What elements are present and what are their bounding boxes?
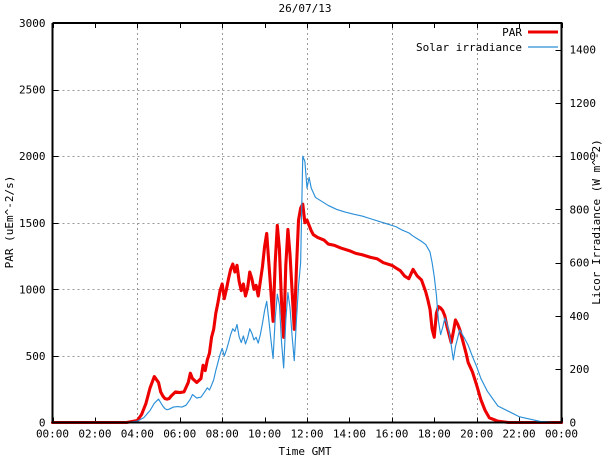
x-tick-label: 10:00 <box>248 428 281 441</box>
y-tick-label: 0 <box>39 417 46 430</box>
x-tick-label: 06:00 <box>163 428 196 441</box>
y-tick-label: 500 <box>26 350 46 363</box>
y2-tick-label: 800 <box>570 203 590 216</box>
y2-tick-label: 1400 <box>570 44 597 57</box>
data-series-group <box>50 155 564 425</box>
x-gridlines <box>137 23 478 423</box>
x-tick-label: 18:00 <box>418 428 451 441</box>
x-axis-ticks <box>52 23 564 423</box>
y2-tick-label: 1000 <box>570 150 597 163</box>
x-axis-title: Time GMT <box>279 445 332 458</box>
y-tick-label: 2000 <box>19 150 46 163</box>
legend-label-1: Solar irradiance <box>416 41 522 54</box>
x-tick-label: 20:00 <box>460 428 493 441</box>
y-tick-label: 1500 <box>19 217 46 230</box>
chart-title: 26/07/13 <box>279 2 332 15</box>
x-tick-label: 00:00 <box>36 428 69 441</box>
y-axis-tick-labels: 0 500 1000 1500 2000 2500 3000 <box>19 17 46 430</box>
x-tick-label: 08:00 <box>206 428 239 441</box>
y2-tick-label: 0 <box>570 417 577 430</box>
x-tick-label: 16:00 <box>375 428 408 441</box>
x-axis-tick-labels: 00:00 02:00 04:00 06:00 08:00 10:00 12:00 14:00… <box>36 428 578 441</box>
y-tick-label: 1000 <box>19 283 46 296</box>
x-tick-label: 14:00 <box>333 428 366 441</box>
y2-tick-label: 400 <box>570 310 590 323</box>
x-tick-label: 04:00 <box>121 428 154 441</box>
y2-tick-label: 1200 <box>570 97 597 110</box>
y2-tick-label: 600 <box>570 257 590 270</box>
plot-frame <box>51 22 563 424</box>
x-tick-label: 12:00 <box>290 428 323 441</box>
x-tick-label: 00:00 <box>545 428 578 441</box>
y2-tick-label: 200 <box>570 363 590 376</box>
y-tick-label: 3000 <box>19 17 46 30</box>
y-axis-title: PAR (uEm^-2/s) <box>3 176 16 269</box>
y2-axis-tick-labels: 0 200 400 600 800 1000 1200 1400 <box>570 44 597 430</box>
y2-axis-title: Licor Irradiance (W m^-2) <box>590 139 603 305</box>
series-line-solar-irradiance <box>51 155 563 424</box>
x-tick-label: 22:00 <box>503 428 536 441</box>
y-tick-label: 2500 <box>19 84 46 97</box>
legend-label-0: PAR <box>502 26 522 39</box>
series-line-par <box>50 202 564 425</box>
chart-legend: PAR Solar irradiance <box>416 26 558 54</box>
x-tick-label: 02:00 <box>78 428 111 441</box>
